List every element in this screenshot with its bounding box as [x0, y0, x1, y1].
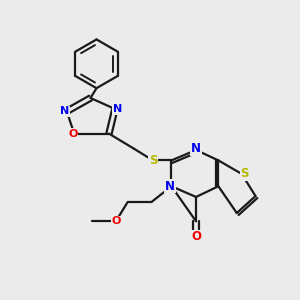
Text: N: N [113, 104, 122, 114]
Text: O: O [191, 230, 201, 243]
Text: S: S [240, 167, 249, 180]
Text: O: O [111, 216, 121, 226]
Text: O: O [68, 129, 77, 139]
Text: N: N [191, 142, 201, 155]
Text: S: S [149, 154, 157, 167]
Text: N: N [60, 106, 69, 116]
Text: N: N [165, 180, 175, 193]
